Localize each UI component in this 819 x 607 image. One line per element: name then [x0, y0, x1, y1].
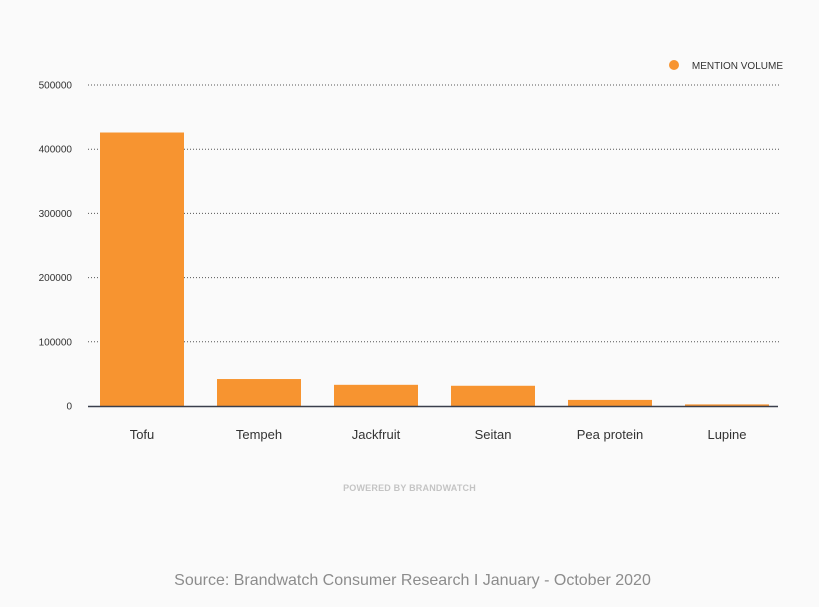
bar[interactable]	[334, 384, 418, 406]
y-tick-label: 0	[66, 402, 72, 413]
legend-marker	[669, 60, 679, 70]
y-tick-label: 400000	[39, 145, 73, 156]
source-caption: Source: Brandwatch Consumer Research I J…	[174, 572, 651, 589]
y-tick-labels: 0 100000 200000 300000 400000 500000	[39, 81, 73, 413]
x-tick-label: Tofu	[130, 427, 155, 442]
x-tick-label: Pea protein	[577, 427, 644, 442]
bar[interactable]	[568, 399, 652, 406]
x-tick-label: Seitan	[475, 427, 512, 442]
bar[interactable]	[100, 132, 184, 406]
x-tick-labels: Tofu Tempeh Jackfruit Seitan Pea protein Lupi…	[130, 427, 747, 442]
grid-lines	[88, 84, 780, 343]
bar[interactable]	[685, 404, 769, 406]
legend-label: MENTION VOLUME	[692, 61, 783, 72]
bar[interactable]	[451, 385, 535, 406]
y-tick-label: 500000	[39, 81, 73, 92]
x-tick-label: Tempeh	[236, 427, 282, 442]
x-tick-label: Jackfruit	[352, 427, 401, 442]
powered-by-label: POWERED BY BRANDWATCH	[343, 483, 476, 493]
y-tick-label: 300000	[39, 209, 73, 220]
x-tick-label: Lupine	[707, 427, 746, 442]
y-tick-label: 100000	[39, 337, 73, 348]
y-tick-label: 200000	[39, 273, 73, 284]
bars	[100, 132, 769, 406]
bar[interactable]	[217, 379, 301, 406]
legend: MENTION VOLUME	[669, 60, 783, 72]
